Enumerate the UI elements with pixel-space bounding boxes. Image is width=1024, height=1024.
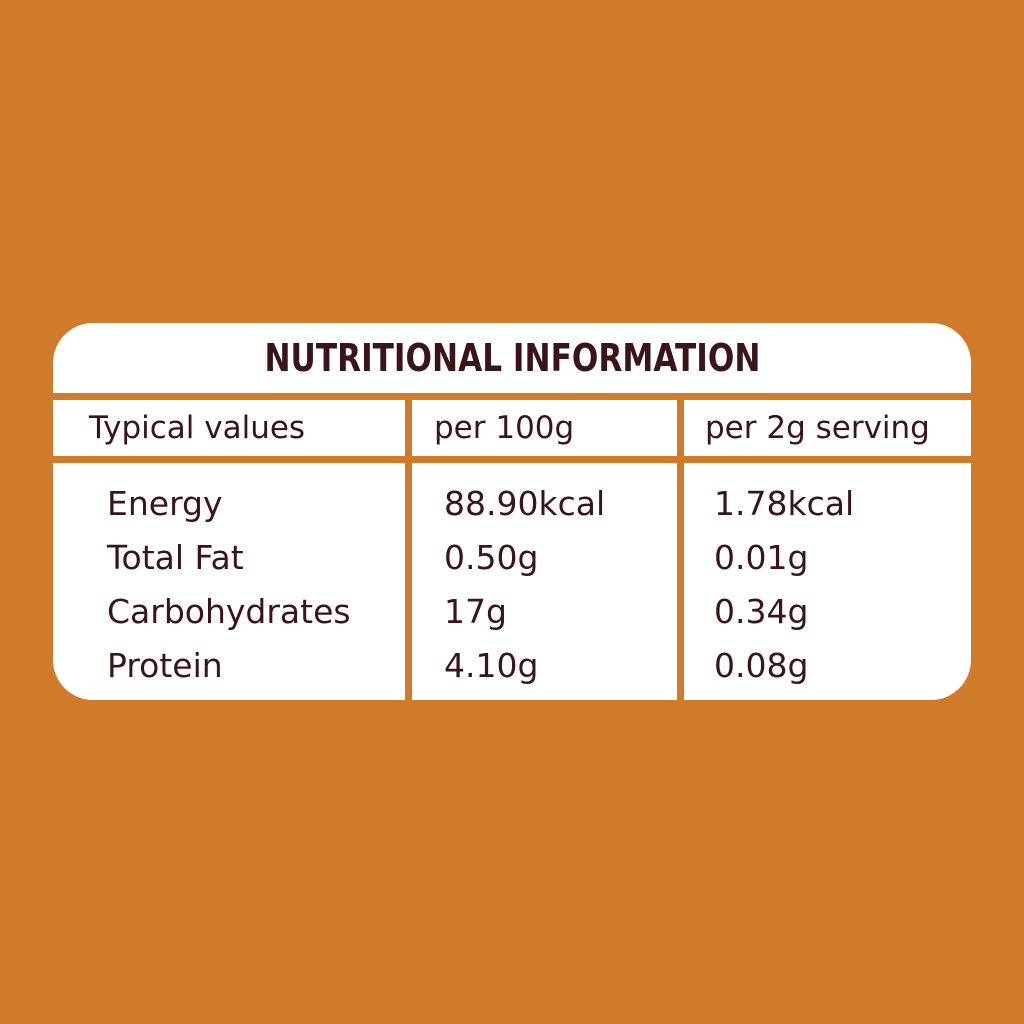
title-text: NUTRITIONAL INFORMATION [263,336,761,380]
per-100g-value: 0.50g [444,538,539,577]
header-per-serving: per 2g serving [684,400,971,456]
header-typical-values: Typical values [53,400,405,456]
per-100g-value: 4.10g [444,646,539,685]
nutrition-table: NUTRITIONAL INFORMATION Typical values p… [53,323,971,700]
per-serving-value: 0.01g [714,538,809,577]
per-100g-column: 88.90kcal 0.50g 17g 4.10g [412,463,677,700]
nutrient-name: Total Fat [107,538,244,577]
per-100g-value: 88.90kcal [444,484,606,523]
nutrient-name: Protein [107,646,223,685]
per-100g-value: 17g [444,592,507,631]
per-serving-column: 1.78kcal 0.01g 0.34g 0.08g [684,463,971,700]
nutrient-column: Energy Total Fat Carbohydrates Protein [53,463,405,700]
nutrient-name: Energy [107,484,223,523]
per-serving-value: 0.34g [714,592,809,631]
header-per-100g: per 100g [412,400,677,456]
per-serving-value: 1.78kcal [714,484,855,523]
table-title: NUTRITIONAL INFORMATION [53,323,971,393]
per-serving-value: 0.08g [714,646,809,685]
nutrient-name: Carbohydrates [107,592,351,631]
